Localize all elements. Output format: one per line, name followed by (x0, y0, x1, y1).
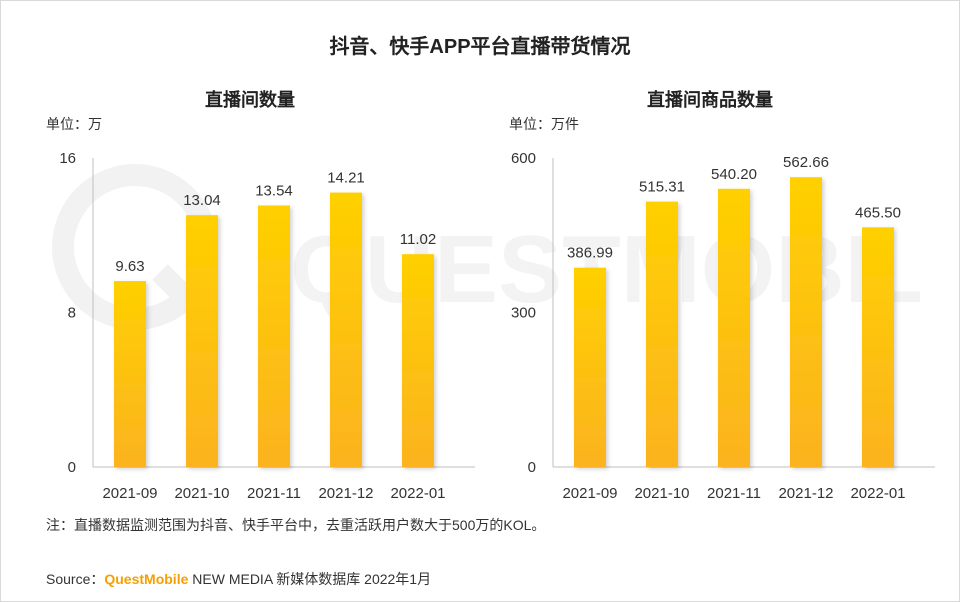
data-label: 13.04 (183, 192, 221, 209)
x-tick-label: 2021-12 (778, 485, 833, 502)
data-label: 465.50 (855, 204, 901, 221)
bar-2021-12 (790, 177, 822, 467)
data-label: 14.21 (327, 170, 365, 187)
x-tick-label: 2021-11 (707, 485, 761, 502)
source-prefix: Source： (46, 571, 105, 587)
bar-2021-11 (258, 205, 290, 467)
left-chart-title: 直播间数量 (205, 90, 295, 110)
data-label: 13.54 (255, 183, 293, 200)
data-label: 11.02 (400, 231, 436, 248)
data-label: 515.31 (639, 179, 685, 196)
y-tick-label: 600 (511, 150, 536, 167)
y-tick-label: 8 (68, 305, 76, 322)
x-tick-label: 2021-12 (318, 485, 373, 502)
right-unit-label: 单位：万件 (509, 116, 579, 132)
left-unit-label: 单位：万 (46, 116, 102, 132)
bar-2021-10 (646, 201, 678, 467)
y-tick-label: 0 (528, 459, 536, 476)
bar-2022-01 (402, 254, 434, 467)
x-tick-label: 2021-11 (247, 485, 301, 502)
main-title: 抖音、快手APP平台直播带货情况 (329, 36, 631, 58)
footnote: 注：直播数据监测范围为抖音、快手平台中，去重活跃用户数大于500万的KOL。 (46, 517, 546, 533)
live-room-product-count-chart: 0 300 600 386.99 2021-09 515.31 2021-10 540.20 2… (511, 150, 935, 502)
source-brand: QuestMobile (104, 571, 189, 587)
y-tick-label: 16 (59, 150, 76, 167)
x-tick-label: 2021-10 (174, 485, 229, 502)
live-room-count-chart: 0 8 16 9.63 2021-09 13.04 2021-10 13.54 2021-11 1… (59, 150, 475, 502)
data-label: 386.99 (567, 245, 613, 262)
bar-2021-12 (330, 192, 362, 467)
data-label: 540.20 (711, 166, 757, 183)
bar-2021-10 (186, 215, 218, 467)
y-tick-label: 0 (68, 459, 76, 476)
source-rest: NEW MEDIA 新媒体数据库 2022年1月 (188, 571, 432, 587)
bar-2021-09 (574, 267, 606, 467)
x-tick-label: 2022-01 (390, 485, 445, 502)
source-line: Source：QuestMobile NEW MEDIA 新媒体数据库 2022… (46, 569, 431, 589)
bar-2021-09 (114, 281, 146, 467)
data-label: 9.63 (115, 258, 144, 275)
bar-2022-01 (862, 227, 894, 467)
data-label: 562.66 (783, 154, 829, 171)
x-tick-label: 2021-10 (634, 485, 689, 502)
bar-2021-11 (718, 188, 750, 467)
x-tick-label: 2021-09 (102, 485, 157, 502)
y-tick-label: 300 (511, 305, 536, 322)
x-tick-label: 2022-01 (850, 485, 905, 502)
x-tick-label: 2021-09 (562, 485, 617, 502)
right-chart-title: 直播间商品数量 (647, 90, 773, 110)
